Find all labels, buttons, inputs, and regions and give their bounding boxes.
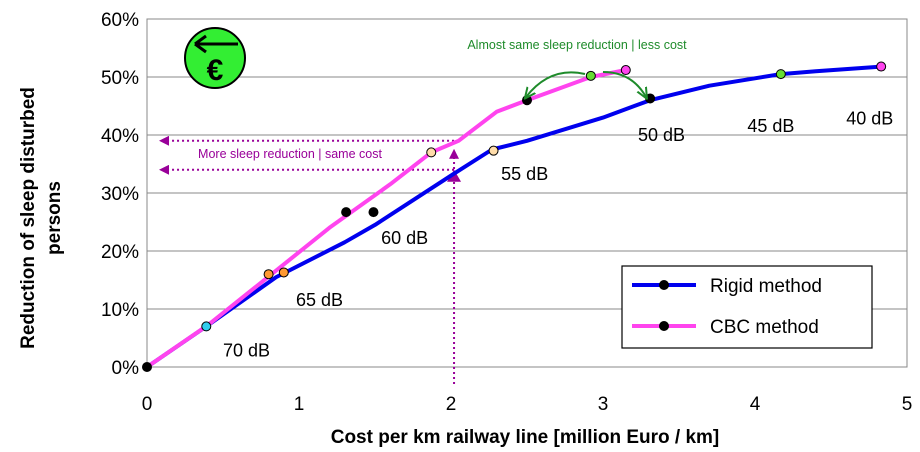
x-axis-title: Cost per km railway line [million Euro /…: [331, 427, 720, 448]
data-point: [426, 147, 437, 158]
y-tick-label: 30%: [101, 184, 139, 205]
y-axis-title-line1: Reduction of sleep disturbed: [18, 87, 39, 349]
y-tick-label: 60%: [101, 10, 139, 31]
data-point: [142, 362, 152, 372]
data-point: [341, 207, 352, 218]
x-tick-label: 4: [750, 394, 761, 415]
db-label: 55 dB: [501, 164, 548, 184]
x-tick-label: 2: [446, 394, 457, 415]
y-tick-label: 20%: [101, 242, 139, 263]
data-point: [876, 61, 887, 72]
db-label: 60 dB: [381, 228, 428, 248]
legend-marker-cbc: [659, 321, 669, 331]
y-tick-label: 0%: [112, 358, 140, 379]
plot-area-frame: [146, 18, 908, 368]
x-tick-label: 1: [294, 394, 305, 415]
x-tick-label: 5: [902, 394, 913, 415]
data-point: [585, 70, 596, 81]
green-curved-arrow: [526, 71, 586, 97]
db-label: 45 dB: [747, 116, 794, 136]
data-point: [488, 145, 499, 156]
data-point: [645, 93, 656, 104]
db-label: 65 dB: [296, 290, 343, 310]
annotation-less-cost: Almost same sleep reduction | less cost: [467, 38, 687, 52]
db-label: 70 dB: [223, 341, 270, 361]
data-point: [775, 69, 786, 80]
green-curved-arrow-right: [602, 71, 646, 97]
x-tick-labels: 0 1 2 3 4 5: [142, 394, 913, 415]
y-tick-label: 50%: [101, 68, 139, 89]
data-point: [201, 321, 212, 332]
legend-label-cbc: CBC method: [710, 317, 819, 338]
guide-lines: [159, 135, 462, 384]
data-point: [278, 267, 289, 278]
db-label: 40 dB: [846, 109, 893, 129]
legend-marker-rigid: [659, 280, 669, 290]
annotation-same-cost: More sleep reduction | same cost: [198, 147, 382, 161]
db-label: 50 dB: [638, 125, 685, 145]
euro-arrow-head: [194, 34, 207, 54]
euro-badge: €: [184, 27, 246, 89]
db-labels: 70 dB 65 dB 60 dB 55 dB 50 dB 45 dB 40 dB: [223, 109, 893, 361]
x-tick-label: 3: [598, 394, 609, 415]
euro-symbol: €: [207, 54, 224, 87]
legend-label-rigid: Rigid method: [710, 276, 822, 297]
y-tick-label: 40%: [101, 126, 139, 147]
data-point: [620, 65, 631, 76]
x-tick-label: 0: [142, 394, 153, 415]
legend: Rigid method CBC method: [621, 265, 873, 349]
data-point: [263, 269, 274, 280]
legend-box: [621, 265, 873, 349]
data-point: [368, 207, 379, 218]
y-tick-labels: 0% 10% 20% 30% 40% 50% 60%: [101, 10, 139, 379]
y-axis-title-line2: persons: [44, 181, 65, 255]
y-tick-label: 10%: [101, 300, 139, 321]
